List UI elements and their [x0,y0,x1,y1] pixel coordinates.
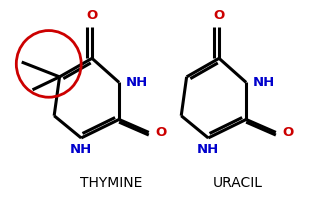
Text: O: O [86,9,98,22]
Text: NH: NH [197,143,219,156]
Text: URACIL: URACIL [213,176,263,190]
Text: O: O [214,9,225,22]
Text: NH: NH [253,76,275,89]
Text: O: O [282,126,294,139]
Text: NH: NH [126,76,148,89]
Text: THYMINE: THYMINE [80,176,142,190]
Text: O: O [155,126,167,139]
Text: NH: NH [70,143,92,156]
